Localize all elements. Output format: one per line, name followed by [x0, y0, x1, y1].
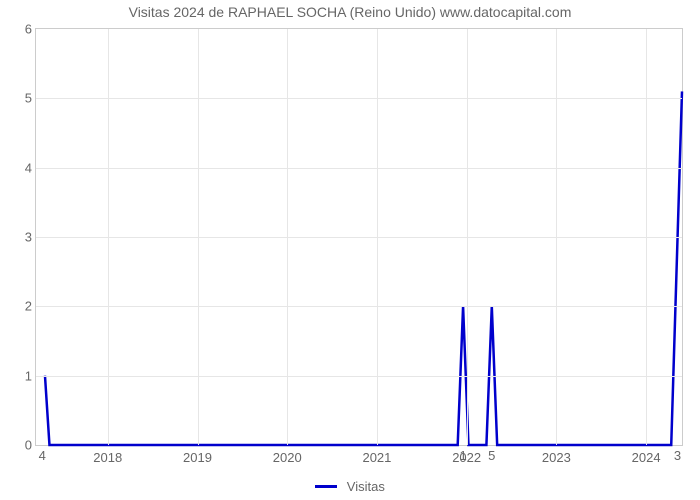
x-tick-label: 2019: [183, 450, 212, 465]
data-point-label: 1: [459, 448, 466, 463]
y-tick-label: 1: [4, 368, 32, 383]
legend: Visitas: [0, 478, 700, 494]
plot-area: [35, 28, 683, 446]
grid-line-v: [646, 29, 647, 445]
data-point-label: 4: [39, 448, 46, 463]
y-tick-label: 4: [4, 160, 32, 175]
grid-line-h: [36, 168, 682, 169]
grid-line-v: [108, 29, 109, 445]
y-tick-label: 3: [4, 230, 32, 245]
y-tick-label: 5: [4, 91, 32, 106]
grid-line-h: [36, 306, 682, 307]
data-point-label: 5: [488, 448, 495, 463]
grid-line-v: [467, 29, 468, 445]
x-tick-label: 2023: [542, 450, 571, 465]
legend-label: Visitas: [347, 479, 385, 494]
legend-swatch: [315, 485, 337, 488]
chart-container: Visitas 2024 de RAPHAEL SOCHA (Reino Uni…: [0, 0, 700, 500]
grid-line-h: [36, 98, 682, 99]
data-point-label: 3: [674, 448, 681, 463]
grid-line-v: [377, 29, 378, 445]
grid-line-v: [556, 29, 557, 445]
y-tick-label: 6: [4, 22, 32, 37]
x-tick-label: 2020: [273, 450, 302, 465]
x-tick-label: 2018: [93, 450, 122, 465]
grid-line-h: [36, 376, 682, 377]
grid-line-h: [36, 237, 682, 238]
y-tick-label: 0: [4, 438, 32, 453]
grid-line-v: [287, 29, 288, 445]
grid-line-v: [198, 29, 199, 445]
x-tick-label: 2021: [362, 450, 391, 465]
x-tick-label: 2024: [632, 450, 661, 465]
y-tick-label: 2: [4, 299, 32, 314]
chart-title: Visitas 2024 de RAPHAEL SOCHA (Reino Uni…: [0, 4, 700, 20]
